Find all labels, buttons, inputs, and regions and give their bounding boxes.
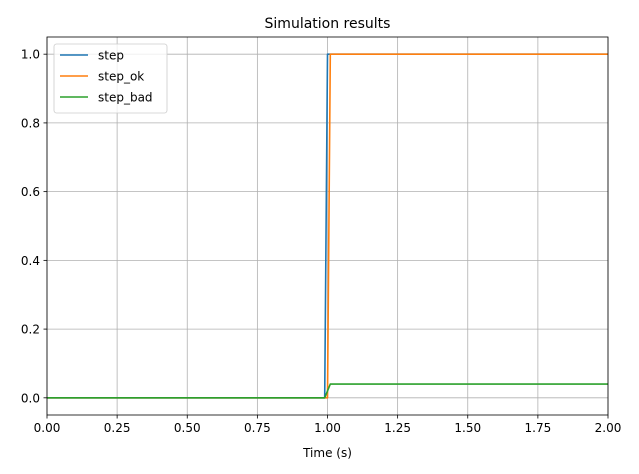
x-tick-label: 1.75 xyxy=(525,421,552,435)
x-tick-label: 0.75 xyxy=(244,421,271,435)
x-tick-label: 0.50 xyxy=(174,421,201,435)
legend-box xyxy=(53,43,168,114)
y-tick-label: 1.0 xyxy=(21,48,40,62)
x-tick-label: 1.00 xyxy=(314,421,341,435)
y-tick-label: 0.4 xyxy=(21,254,40,268)
y-tick-label: 0.8 xyxy=(21,116,40,130)
axis-ticks: 0.00 0.25 0.50 0.75 1.00 1.25 1.50 1.75 2.00 0.0 0… xyxy=(21,48,621,435)
series-line-step-bad xyxy=(47,383,608,399)
legend-label: step_ok xyxy=(98,70,144,84)
x-axis-label: Time (s) xyxy=(302,446,352,460)
y-tick-label: 0.2 xyxy=(21,323,40,337)
series-lines xyxy=(47,53,608,399)
y-tick-label: 0.0 xyxy=(21,391,40,405)
legend-label: step_bad xyxy=(98,91,153,105)
x-tick-label: 1.50 xyxy=(454,421,481,435)
x-tick-label: 1.25 xyxy=(384,421,411,435)
x-tick-label: 2.00 xyxy=(595,421,622,435)
legend: step step_ok step_bad xyxy=(53,43,168,114)
chart-title: Simulation results xyxy=(265,16,391,32)
legend-label: step xyxy=(98,49,124,63)
x-tick-label: 0.00 xyxy=(34,421,61,435)
x-tick-label: 0.25 xyxy=(104,421,131,435)
y-tick-label: 0.6 xyxy=(21,185,40,199)
